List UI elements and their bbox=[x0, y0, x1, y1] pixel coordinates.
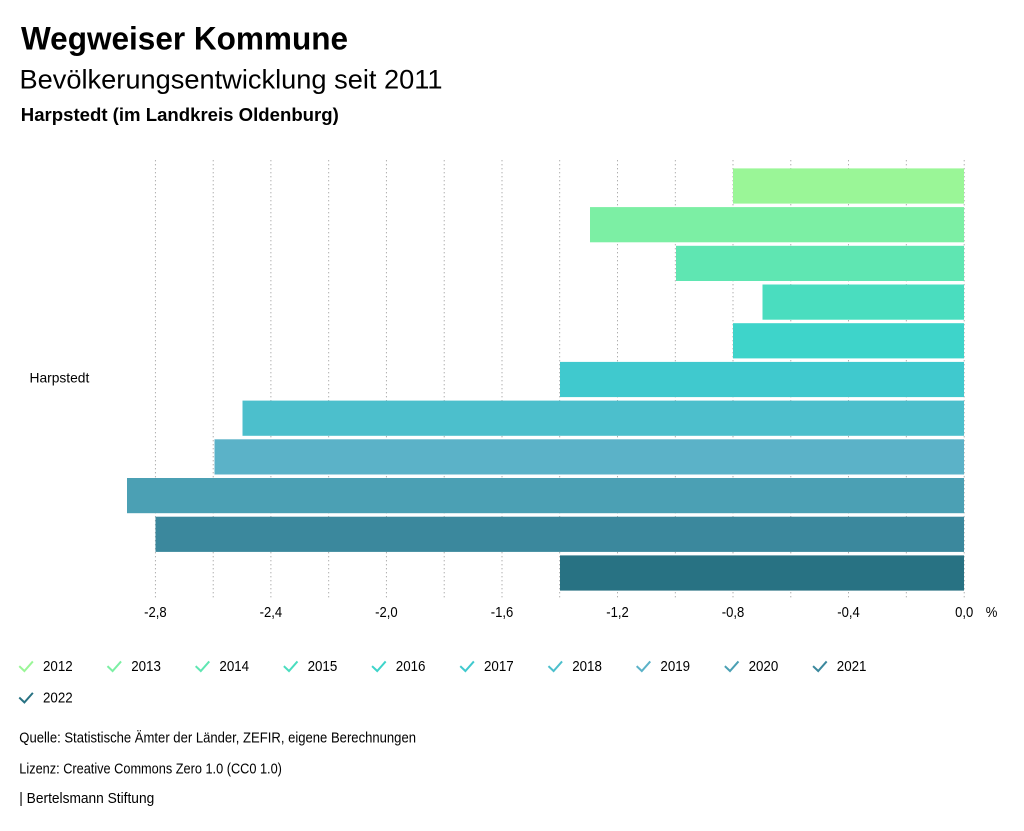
svg-text:2019: 2019 bbox=[660, 658, 690, 675]
svg-text:2018: 2018 bbox=[572, 658, 602, 675]
svg-text:Bevölkerungsentwicklung seit 2: Bevölkerungsentwicklung seit 2011 bbox=[20, 64, 443, 94]
svg-text:-0,8: -0,8 bbox=[722, 604, 745, 621]
svg-text:Lizenz: Creative Commons Zero: Lizenz: Creative Commons Zero 1.0 (CC0 1… bbox=[19, 760, 282, 777]
svg-text:2012: 2012 bbox=[43, 658, 73, 675]
svg-text:Quelle: Statistische Ämter der: Quelle: Statistische Ämter der Länder, Z… bbox=[19, 729, 416, 746]
svg-text:| Bertelsmann Stiftung: | Bertelsmann Stiftung bbox=[19, 791, 154, 808]
svg-text:Harpstedt (im Landkreis Oldenb: Harpstedt (im Landkreis Oldenburg) bbox=[21, 104, 339, 125]
svg-text:2013: 2013 bbox=[131, 658, 161, 675]
svg-text:-2,4: -2,4 bbox=[260, 604, 283, 621]
svg-text:2014: 2014 bbox=[219, 658, 249, 675]
svg-text:-2,8: -2,8 bbox=[144, 604, 167, 621]
svg-text:-1,2: -1,2 bbox=[606, 604, 629, 621]
svg-text:2021: 2021 bbox=[837, 658, 867, 675]
svg-text:2022: 2022 bbox=[43, 690, 73, 707]
svg-text:2020: 2020 bbox=[749, 658, 779, 675]
svg-text:-2,0: -2,0 bbox=[375, 604, 398, 621]
svg-text:-1,6: -1,6 bbox=[491, 604, 514, 621]
svg-text:2015: 2015 bbox=[308, 658, 338, 675]
svg-text:0,0: 0,0 bbox=[955, 604, 973, 621]
svg-text:Wegweiser Kommune: Wegweiser Kommune bbox=[21, 21, 348, 57]
svg-text:2016: 2016 bbox=[396, 658, 426, 675]
svg-text:2017: 2017 bbox=[484, 658, 514, 675]
svg-text:Harpstedt: Harpstedt bbox=[30, 371, 90, 386]
svg-text:%: % bbox=[986, 604, 998, 621]
svg-text:-0,4: -0,4 bbox=[837, 604, 860, 621]
